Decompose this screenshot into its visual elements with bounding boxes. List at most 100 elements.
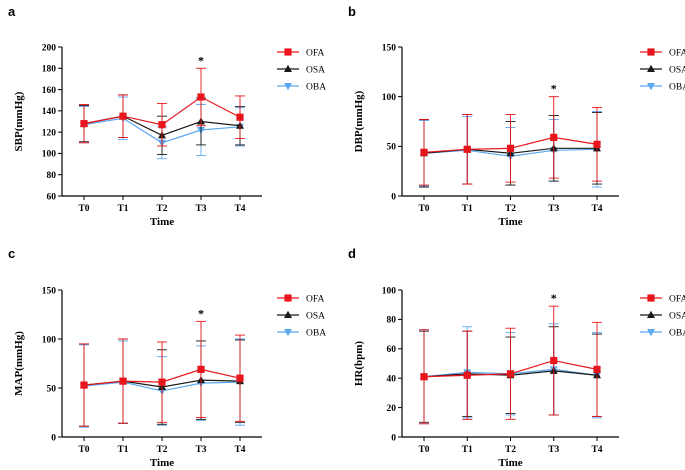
legend-marker xyxy=(284,294,291,301)
significance-star: * xyxy=(551,82,557,96)
x-tick-label: T2 xyxy=(156,204,167,214)
data-point xyxy=(80,120,87,127)
y-tick-label: 100 xyxy=(382,93,397,103)
y-tick-label: 60 xyxy=(387,345,397,355)
data-point xyxy=(464,372,471,379)
y-tick-label: 0 xyxy=(51,433,56,443)
panel-letter: a xyxy=(8,4,16,19)
legend-item-oba: OBA xyxy=(277,329,326,339)
data-point xyxy=(158,121,165,128)
y-axis-title: DBP(mmHg) xyxy=(353,90,365,152)
y-axis-title: HR(bpm) xyxy=(353,341,365,387)
x-tick-label: T1 xyxy=(117,204,128,214)
y-tick-label: 20 xyxy=(387,404,397,414)
y-tick-label: 160 xyxy=(42,86,57,96)
data-point xyxy=(593,366,600,373)
data-point xyxy=(119,113,126,120)
series-ofa xyxy=(79,321,245,426)
x-tick-label: T3 xyxy=(195,204,206,214)
data-point xyxy=(550,357,557,364)
y-tick-label: 0 xyxy=(391,433,396,443)
series-ofa xyxy=(79,68,245,146)
x-tick-label: T0 xyxy=(418,204,429,214)
legend: OFA OSA OBA xyxy=(277,294,326,338)
y-tick-label: 40 xyxy=(387,375,397,385)
chart-panel-c: c 0 50 100 150 T0 T1 T2 T3 T4 Time MAP(mmHg) * OFA OSA… xyxy=(8,246,326,469)
data-point xyxy=(550,134,557,141)
data-point xyxy=(507,370,514,377)
y-tick-label: 50 xyxy=(387,143,397,153)
y-tick-label: 0 xyxy=(391,192,396,202)
data-point xyxy=(236,375,243,382)
x-axis-title: Time xyxy=(498,216,522,228)
x-axis-title: Time xyxy=(150,457,174,469)
data-point xyxy=(420,373,427,380)
y-tick-label: 140 xyxy=(42,107,57,117)
legend-label: OBA xyxy=(669,329,685,339)
x-tick-label: T2 xyxy=(505,204,516,214)
legend-marker xyxy=(284,48,291,55)
y-tick-label: 200 xyxy=(42,43,57,53)
x-tick-label: T2 xyxy=(156,445,167,455)
x-tick-label: T1 xyxy=(462,445,473,455)
legend-item-ofa: OFA xyxy=(277,294,324,304)
significance-star: * xyxy=(198,306,204,320)
panel-letter: c xyxy=(8,246,15,261)
data-point xyxy=(236,114,243,121)
y-tick-label: 60 xyxy=(47,192,57,202)
x-tick-label: T4 xyxy=(591,204,602,214)
data-point xyxy=(464,146,471,153)
legend-item-ofa: OFA xyxy=(640,294,685,304)
x-tick-label: T0 xyxy=(78,204,89,214)
chart-panel-a: a 60 80 100 120 140 160 180 200 T0 T1 T2 T3 T4 Time SBP… xyxy=(8,4,326,228)
data-point xyxy=(593,141,600,148)
legend-item-oba: OBA xyxy=(640,329,685,339)
data-point xyxy=(197,93,204,100)
y-tick-label: 100 xyxy=(42,150,57,160)
x-tick-label: T0 xyxy=(78,445,89,455)
y-tick-label: 80 xyxy=(387,316,397,326)
legend-item-oba: OBA xyxy=(277,83,326,93)
legend: OFA OSA OBA xyxy=(640,294,685,338)
x-tick-label: T3 xyxy=(195,445,206,455)
y-tick-label: 180 xyxy=(42,65,57,75)
legend-label: OBA xyxy=(669,83,685,93)
significance-star: * xyxy=(551,291,557,305)
y-tick-label: 100 xyxy=(42,335,57,345)
data-point xyxy=(197,366,204,373)
legend-item-osa: OSA xyxy=(277,65,325,76)
data-point xyxy=(420,149,427,156)
y-axis-title: MAP(mmHg) xyxy=(13,331,25,396)
x-tick-label: T1 xyxy=(117,445,128,455)
legend-marker xyxy=(647,294,654,301)
figure: a6080100120140160180200T0 T1 T2 T3 T4TimeSBP… xyxy=(0,0,685,470)
legend-marker xyxy=(647,48,654,55)
series-ofa xyxy=(419,97,602,185)
legend-label: OBA xyxy=(306,83,326,93)
legend-label: OSA xyxy=(306,312,325,322)
data-point xyxy=(158,379,165,386)
legend-item-osa: OSA xyxy=(277,311,325,322)
chart-panel-d: d 0 20 40 60 80 100 T0 T1 T2 T3 T4 Time HR(bpm) * OFA OS… xyxy=(348,246,685,469)
panel-letter: d xyxy=(348,246,356,261)
x-tick-label: T3 xyxy=(548,204,559,214)
legend-item-osa: OSA xyxy=(640,65,685,76)
chart-panel-b: b 0 50 100 150 T0 T1 T2 T3 T4 Time DBP(mmHg) * OFA OSA… xyxy=(348,4,685,228)
y-axis-title: SBP(mmHg) xyxy=(13,91,25,151)
legend: OFA OSA OBA xyxy=(277,48,326,92)
y-tick-label: 120 xyxy=(42,128,57,138)
x-tick-label: T4 xyxy=(234,204,245,214)
y-tick-label: 50 xyxy=(47,384,57,394)
legend-label: OFA xyxy=(669,49,685,59)
legend-label: OFA xyxy=(306,295,324,305)
data-point xyxy=(119,378,126,385)
significance-star: * xyxy=(198,53,204,67)
legend-item-osa: OSA xyxy=(640,311,685,322)
legend-label: OSA xyxy=(306,66,325,76)
legend-label: OFA xyxy=(669,295,685,305)
series-ofa xyxy=(419,306,602,424)
y-tick-label: 100 xyxy=(382,286,397,296)
x-tick-label: T1 xyxy=(462,204,473,214)
data-point xyxy=(507,145,514,152)
legend-label: OSA xyxy=(669,66,685,76)
